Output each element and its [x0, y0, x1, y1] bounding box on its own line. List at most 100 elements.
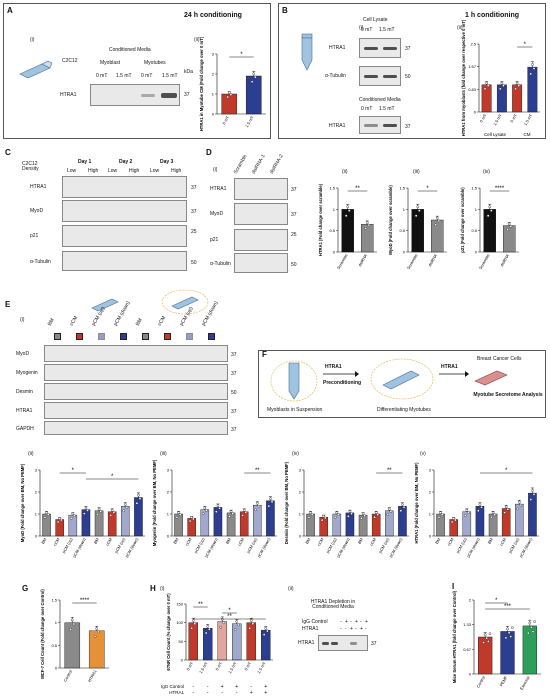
flask-pemf-icon	[370, 358, 434, 400]
western-blot	[234, 253, 288, 273]
x-tick-label: BM	[40, 537, 47, 545]
panel-f-precond: Preconditioning	[323, 380, 362, 386]
y-tick-label: 0	[167, 534, 170, 539]
panel-c-lh: High	[171, 168, 182, 174]
dish-icon	[474, 370, 508, 386]
x-tick-label: cCM	[316, 537, 324, 547]
panel-e-lane: cCM	[68, 315, 80, 327]
x-tick-label: 1.5 mT	[227, 661, 238, 675]
y-tick-label: 0	[429, 534, 432, 539]
y-tick-label: 0	[469, 672, 472, 677]
lane-swatch	[208, 333, 215, 340]
panel-a-kda: kDa	[184, 69, 193, 75]
data-point	[322, 514, 325, 518]
data-point	[201, 512, 205, 515]
sig-label: *	[426, 186, 429, 192]
x-tick-label: 0 mT	[221, 115, 230, 126]
x-tick-label: cCM	[499, 537, 507, 547]
data-point	[493, 513, 496, 516]
panel-b-title: 1 h conditioning	[465, 12, 520, 19]
y-tick-label: 3	[299, 468, 302, 473]
data-point	[227, 91, 231, 95]
sign-htra1: -	[236, 690, 238, 696]
data-point	[320, 518, 324, 522]
x-tick-label: pCM (up)	[61, 536, 74, 554]
x-tick-label: cCM	[369, 537, 377, 547]
data-point	[509, 635, 513, 638]
data-point	[519, 503, 523, 507]
y-tick-label: 0.5	[329, 228, 335, 233]
x-tick-label: pCM (up)	[508, 536, 521, 554]
flask-icon	[19, 60, 53, 79]
data-point	[178, 513, 182, 516]
data-point	[531, 630, 535, 633]
sign-igg: -	[250, 684, 252, 690]
panel-d-sub: (iv)	[483, 169, 490, 175]
panel-b-lysate: Cell Lysate	[363, 17, 388, 23]
bar	[246, 622, 256, 661]
panel-c-row: HTRA1	[30, 184, 47, 190]
data-point	[241, 514, 244, 517]
blot-sign-igg: -	[360, 619, 362, 625]
x-tick-label: pCM (up)	[325, 536, 338, 554]
lane-swatch	[120, 333, 127, 340]
lane-swatch	[98, 333, 105, 340]
bar	[483, 209, 496, 253]
y-tick-label: 150	[176, 602, 183, 607]
blot-sign-htra1: -	[340, 626, 342, 632]
panel-c-day: Day 2	[119, 159, 133, 165]
data-point	[251, 622, 255, 626]
panel-a-col: 0 mT	[96, 73, 108, 79]
data-point	[365, 221, 369, 224]
bar	[411, 209, 424, 253]
panel-f-htra1: HTRA1	[325, 364, 342, 370]
data-point	[175, 516, 179, 519]
data-point	[439, 511, 442, 514]
blot-sign-igg: -	[350, 619, 352, 625]
data-point	[267, 504, 271, 508]
data-point	[191, 619, 195, 622]
data-point	[110, 509, 114, 512]
mw-label: 25	[191, 229, 197, 235]
data-point	[533, 620, 536, 623]
x-tick-label: BM	[93, 537, 100, 545]
mw-label: 37	[191, 185, 197, 191]
y-tick-label: 0	[55, 666, 58, 671]
sign-igg: -	[192, 684, 194, 690]
data-point	[226, 95, 229, 99]
panel-e-row: GAPDH	[16, 426, 34, 432]
y-tick-label: 2	[299, 490, 302, 495]
lane-swatch	[76, 333, 83, 340]
panel-d-lane: Scramble	[232, 153, 249, 175]
sign-igg: +	[221, 684, 224, 690]
sig-label: *	[228, 608, 231, 614]
data-point	[344, 214, 348, 218]
x-tick-label: BM	[304, 537, 311, 545]
data-point	[177, 511, 180, 514]
data-point	[350, 512, 353, 515]
sign-htra1: +	[250, 690, 253, 696]
y-axis-label: HTRA1 in Myotube CM (Fold change over 0 …	[199, 36, 204, 131]
x-tick-label: 0 mT	[479, 113, 488, 124]
x-tick-label: 0 mT	[185, 661, 194, 672]
data-point	[467, 511, 470, 514]
western-blot	[359, 38, 401, 58]
data-point	[504, 636, 508, 640]
panel-b-sub-ii: (ii)	[457, 25, 463, 31]
panel-d-row: MyoD	[210, 211, 224, 217]
panel-b-row: α-Tubulin	[325, 73, 346, 79]
x-tick-label: dsiRNA	[499, 253, 510, 268]
mw-label: 37	[184, 92, 190, 98]
panel-a-row: HTRA1	[60, 92, 77, 98]
sign-htra1: +	[264, 690, 267, 696]
sig-label: ****	[495, 186, 505, 192]
western-blot	[62, 225, 187, 247]
chart-i: 0 0.67 1.33 2 Control PEMF Exercise Mice Serum …	[452, 590, 541, 691]
data-point	[58, 517, 61, 520]
bar	[88, 630, 105, 669]
bar	[341, 209, 354, 253]
y-tick-label: 1.5	[51, 598, 57, 603]
panel-e-sub: (iii)	[160, 451, 167, 457]
data-point	[506, 228, 509, 231]
flask-icon	[91, 298, 119, 312]
